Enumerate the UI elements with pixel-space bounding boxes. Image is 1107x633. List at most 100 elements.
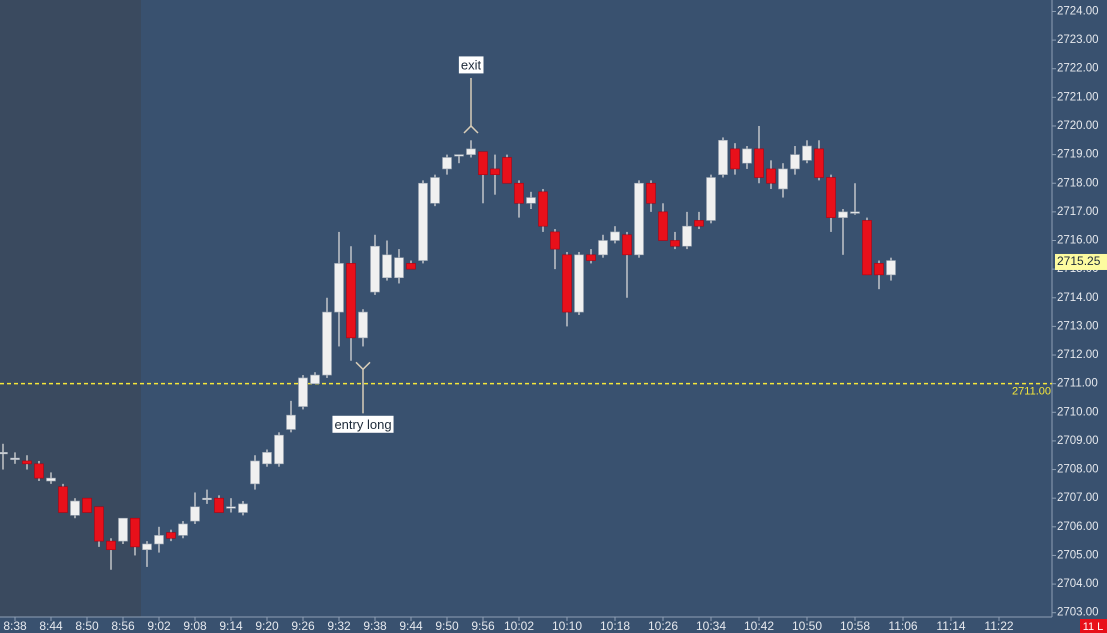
candle-body [322,311,332,376]
candle-body [622,234,632,256]
position-badge: 11 L [1080,619,1107,633]
x-tick-label: 9:08 [183,619,207,633]
x-tick-label: 9:32 [327,619,351,633]
candle-body [670,240,680,247]
candle-body [514,182,524,204]
candle-body [886,260,896,276]
y-tick-label: 2716.00 [1057,235,1099,247]
price-level-label: 2711.00 [1012,386,1051,398]
candle-body [838,211,848,218]
x-tick-label: 10:18 [600,619,630,633]
y-tick-label: 2707.00 [1057,492,1099,504]
candle-body [550,231,560,250]
y-tick-label: 2710.00 [1057,406,1099,418]
candle-body [58,486,68,513]
y-tick-label: 2708.00 [1057,464,1099,476]
x-tick-label: 10:02 [504,619,534,633]
candle-body [874,263,884,276]
candle-body [0,452,8,455]
candle-body [682,225,692,247]
candle-body [106,540,116,551]
candle-body [334,263,344,313]
candle-body [238,503,248,513]
x-tick-label: 8:50 [75,619,99,633]
candle-body [298,377,308,407]
candle-body [382,254,392,279]
candle-body [466,148,476,155]
y-tick-label: 2703.00 [1057,607,1099,619]
candle-body [754,148,764,178]
y-tick-label: 2712.00 [1057,349,1099,361]
y-tick-label: 2705.00 [1057,549,1099,561]
candle-body [778,168,788,190]
candle-body [118,517,128,542]
candle-body [574,254,584,313]
annotation-arrowhead [355,361,371,371]
candle-body [538,191,548,227]
candle-body [394,257,404,279]
candle-body [418,182,428,261]
candle-body [790,154,800,170]
y-tick-label: 2719.00 [1057,149,1099,161]
candle-body [82,497,92,513]
candle-body [610,231,620,241]
y-tick-label: 2720.00 [1057,120,1099,132]
x-tick-label: 10:50 [792,619,822,633]
x-tick-label: 11:06 [888,619,917,633]
y-tick-label: 2724.00 [1057,5,1099,17]
candle-body [490,168,500,175]
candle-body [274,434,284,465]
candle-body [742,148,752,164]
x-tick-label: 9:02 [147,619,171,633]
candle-body [190,506,200,522]
y-tick-label: 2711.00 [1057,378,1098,390]
candle-body [202,497,212,500]
candle-body [70,500,80,516]
candle-body [214,497,224,513]
last-price-label: 2715.25 [1057,254,1101,268]
candle-body [730,148,740,170]
x-tick-label: 11:22 [984,619,1013,633]
x-tick-label: 9:38 [363,619,387,633]
last-price-box [1055,253,1107,270]
y-tick-label: 2704.00 [1057,578,1099,590]
candle-body [286,414,296,430]
candle-body [766,168,776,184]
candle-body [142,543,152,551]
candle-body [586,254,596,261]
x-tick-label: 9:50 [435,619,459,633]
y-tick-label: 2709.00 [1057,435,1099,447]
candle-body [454,154,464,157]
annotation-label: exit [461,57,482,72]
x-tick-label: 8:56 [111,619,135,633]
candle-body [370,245,380,293]
candle-body [826,177,836,218]
candle-body [178,523,188,536]
x-tick-label: 10:26 [648,619,678,633]
candle-body [862,220,872,276]
candle-body [694,220,704,227]
x-tick-label: 9:14 [219,619,243,633]
candle-body [226,506,236,509]
annotation-label: entry long [334,417,391,432]
x-tick-label: 10:34 [696,619,726,633]
x-tick-label: 9:56 [471,619,495,633]
annotation-box [458,56,484,74]
annotation-arrowhead [463,124,479,134]
candle-body [250,460,260,485]
x-tick-label: 10:42 [744,619,774,633]
candle-body [598,240,608,256]
candle-body [130,517,140,548]
x-tick-label: 8:44 [39,619,63,633]
position-text: 11 L [1083,621,1104,633]
candle-body [814,148,824,178]
x-tick-label: 9:26 [291,619,315,633]
candle-body [502,157,512,184]
candle-body [166,532,176,539]
y-tick-label: 2723.00 [1057,34,1099,46]
candle-body [406,263,416,270]
y-tick-label: 2722.00 [1057,63,1099,75]
candle-body [802,145,812,161]
candle-body [94,506,104,542]
